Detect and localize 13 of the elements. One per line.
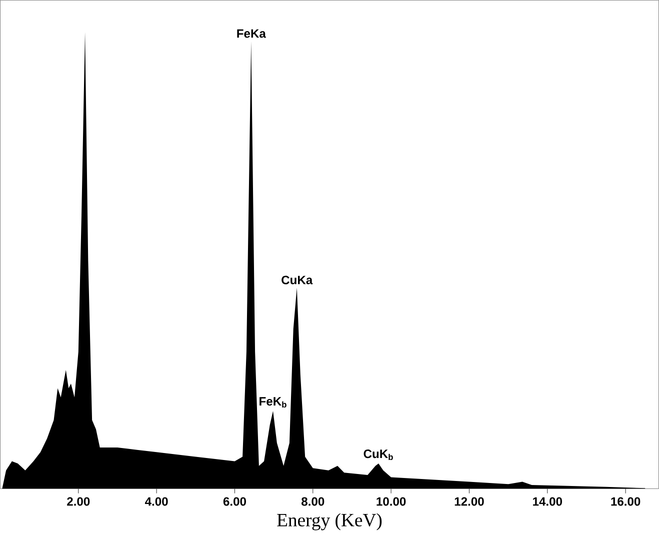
x-tick-label: 12.00 [454,497,484,506]
x-tick-label: 2.00 [67,497,90,506]
annotation: CuK$_{b}$ [364,450,393,460]
x-tick-label: 8.00 [302,497,324,506]
x-tick-label: 16.00 [611,497,640,506]
annotation: FeKa [237,29,266,38]
annotation: CuKa [282,276,313,284]
annotation: FeK$_{b}$ [260,397,286,408]
x-tick-label: 10.00 [376,497,406,506]
x-axis-title: Energy (KeV) [277,513,382,530]
x-tick-label: 6.00 [223,497,246,506]
x-tick-label: 4.00 [144,497,168,506]
x-tick-label: 14.00 [533,497,562,506]
